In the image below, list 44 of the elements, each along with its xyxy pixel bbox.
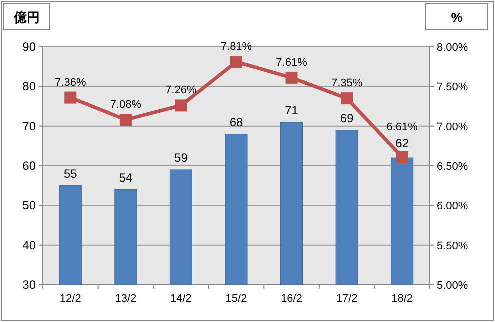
data-label: 6.61% [386, 121, 418, 134]
data-label: 7.81% [220, 41, 252, 54]
data-label: 7.36% [55, 76, 86, 89]
point [230, 56, 242, 68]
point [286, 72, 298, 84]
y2-tick-label: 5.50% [437, 240, 468, 252]
y-tick-label: 30 [22, 278, 36, 292]
data-label: 54 [119, 170, 133, 185]
data-label: 68 [230, 115, 244, 130]
data-label: 7.08% [110, 98, 142, 111]
point [175, 100, 188, 112]
x-tick-label: 17/2 [336, 293, 358, 305]
data-label: 69 [340, 111, 354, 126]
y-tick-label: 80 [22, 80, 36, 94]
y-tick-label: 40 [22, 238, 36, 252]
x-tick-label: 18/2 [392, 293, 414, 305]
y2-tick-label: 8.00% [437, 42, 468, 54]
x-tick-label: 13/2 [115, 293, 137, 305]
x-tick-label: 12/2 [60, 293, 82, 305]
data-label: 7.61% [276, 56, 308, 69]
y2-axis-title: % [451, 10, 464, 25]
data-label: 55 [64, 166, 78, 181]
point [64, 92, 77, 104]
x-tick-label: 15/2 [226, 293, 248, 305]
x-tick-label: 16/2 [281, 293, 302, 305]
y2-tick-label: 7.50% [437, 82, 468, 94]
data-label: 7.35% [331, 78, 363, 90]
y2-tick-label: 5.00% [437, 280, 468, 292]
x-tick-label: 14/2 [170, 293, 192, 305]
y2-tick-label: 6.50% [437, 161, 468, 173]
y-axis-title: 億円 [13, 10, 40, 25]
point [120, 114, 132, 126]
y2-tick-label: 7.00% [437, 121, 468, 134]
data-label: 59 [174, 150, 188, 165]
data-label: 7.26% [166, 84, 198, 97]
y2-tick-label: 6.00% [437, 200, 468, 213]
y-tick-label: 70 [22, 119, 36, 134]
data-label: 71 [285, 103, 299, 118]
y-tick-label: 90 [22, 40, 36, 54]
point [341, 92, 354, 105]
y-tick-label: 50 [22, 198, 36, 213]
point [396, 151, 408, 164]
data-label: 62 [396, 136, 410, 150]
y-tick-label: 60 [22, 159, 36, 173]
